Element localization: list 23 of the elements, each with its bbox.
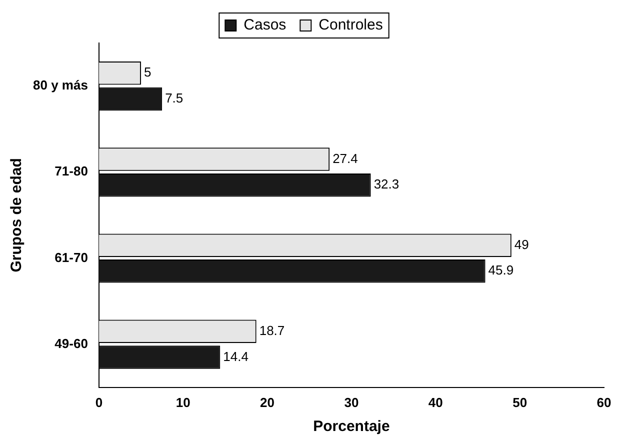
x-tick-label: 0 — [95, 394, 103, 410]
data-label: 45.9 — [488, 262, 514, 278]
legend-label: Controles — [318, 16, 383, 34]
data-label: 27.4 — [332, 150, 358, 166]
data-label: 18.7 — [259, 323, 285, 338]
legend-label: Casos — [244, 16, 286, 34]
data-label: 32.3 — [374, 176, 400, 192]
x-tick-label: 30 — [344, 394, 359, 410]
data-label: 5 — [144, 64, 152, 80]
data-label: 49 — [514, 236, 529, 252]
x-tick-label: 50 — [512, 394, 528, 410]
x-axis-title: Porcentaje — [313, 418, 390, 436]
x-tick-label: 10 — [176, 394, 190, 410]
y-tick-label: 61-70 — [54, 250, 88, 265]
data-label: 14.4 — [223, 348, 248, 364]
x-tick-label: 40 — [428, 394, 443, 410]
y-tick-label: 80 y más — [32, 78, 88, 93]
x-tick-label: 60 — [596, 394, 612, 410]
x-tick-label: 20 — [260, 394, 275, 410]
y-tick-label: 71-80 — [54, 164, 88, 179]
y-tick-label: 49-60 — [54, 336, 88, 351]
y-axis-title: Grupos de edad — [8, 158, 26, 272]
data-label: 7.5 — [165, 90, 184, 106]
